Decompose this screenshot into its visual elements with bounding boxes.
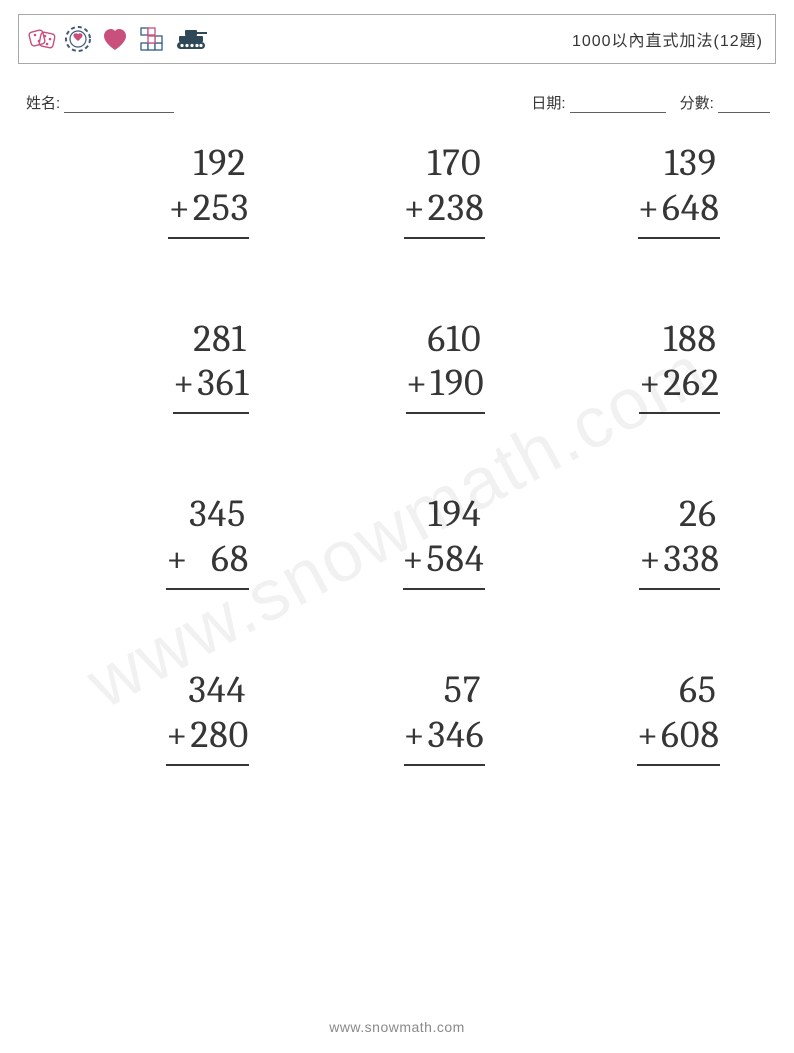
header-icons xyxy=(23,24,209,54)
sum-bar xyxy=(173,412,249,414)
name-underline xyxy=(64,97,174,113)
score-underline xyxy=(718,97,770,113)
operator: + xyxy=(402,537,424,582)
addend-bottom: 253 xyxy=(193,186,250,231)
addend-bottom: 361 xyxy=(197,361,249,406)
addend-bottom-line: +262 xyxy=(639,361,720,406)
footer-url: www.snowmath.com xyxy=(0,1019,794,1035)
addend-bottom: 346 xyxy=(428,713,485,758)
operator: + xyxy=(404,713,426,758)
addend-top: 188 xyxy=(663,317,720,362)
addend-bottom-line: +253 xyxy=(169,186,250,231)
sum-bar xyxy=(166,764,249,766)
addend-bottom-line: +648 xyxy=(638,186,720,231)
meta-row: 姓名: 日期: 分數: xyxy=(18,92,776,113)
problem: 610+190 xyxy=(297,317,484,415)
problem: 188+262 xyxy=(533,317,720,415)
sum-bar xyxy=(403,588,485,590)
name-label: 姓名: xyxy=(26,95,60,112)
addend-bottom: 608 xyxy=(661,713,720,758)
dice-icon xyxy=(27,24,57,54)
operator: + xyxy=(406,361,428,406)
operator: + xyxy=(639,537,661,582)
sum-bar xyxy=(404,764,485,766)
addend-bottom-line: +280 xyxy=(166,713,249,758)
addend-bottom: 648 xyxy=(662,186,720,231)
addend-bottom: 68 xyxy=(190,537,249,582)
addend-top: 65 xyxy=(658,668,720,713)
operator: + xyxy=(639,361,661,406)
addend-top: 194 xyxy=(428,492,485,537)
addend-bottom-line: + 68 xyxy=(166,537,249,582)
problem: 192+253 xyxy=(62,141,249,239)
addend-top: 57 xyxy=(423,668,485,713)
addend-bottom-line: +361 xyxy=(173,361,249,406)
sum-bar xyxy=(404,237,485,239)
addend-top: 345 xyxy=(189,492,249,537)
addend-bottom: 190 xyxy=(430,361,485,406)
problem: 194+584 xyxy=(297,492,484,590)
addend-bottom-line: +338 xyxy=(639,537,720,582)
sum-bar xyxy=(637,764,720,766)
operator: + xyxy=(173,361,195,406)
addend-top: 26 xyxy=(659,492,720,537)
problem: 345+ 68 xyxy=(62,492,249,590)
score-field: 分數: xyxy=(680,92,770,113)
addend-bottom-line: +190 xyxy=(406,361,485,406)
operator: + xyxy=(169,186,191,231)
date-field: 日期: xyxy=(531,92,665,113)
date-label: 日期: xyxy=(531,95,565,112)
score-label: 分數: xyxy=(680,95,714,112)
tank-icon xyxy=(173,24,209,54)
sum-bar xyxy=(406,412,485,414)
name-field: 姓名: xyxy=(18,92,174,113)
addend-bottom-line: +238 xyxy=(404,186,485,231)
operator: + xyxy=(166,537,188,582)
sum-bar xyxy=(638,237,720,239)
addend-top: 170 xyxy=(427,141,484,186)
addend-bottom-line: +346 xyxy=(404,713,485,758)
problem: 65+608 xyxy=(533,668,720,766)
chip-icon xyxy=(63,24,93,54)
problem: 57+346 xyxy=(297,668,484,766)
problem: 139+648 xyxy=(533,141,720,239)
operator: + xyxy=(166,713,188,758)
problems-grid: 192+253170+238139+648281+361610+190188+2… xyxy=(18,141,776,766)
addend-top: 344 xyxy=(188,668,249,713)
header-box: 1000以內直式加法(12題) xyxy=(18,14,776,64)
operator: + xyxy=(638,186,660,231)
addend-bottom: 338 xyxy=(664,537,720,582)
problem: 26+338 xyxy=(533,492,720,590)
problem: 344+280 xyxy=(62,668,249,766)
addend-bottom: 584 xyxy=(426,537,484,582)
problem: 170+238 xyxy=(297,141,484,239)
sum-bar xyxy=(166,588,249,590)
addend-top: 610 xyxy=(427,317,484,362)
problem: 281+361 xyxy=(62,317,249,415)
operator: + xyxy=(404,186,426,231)
addend-top: 281 xyxy=(193,317,249,362)
date-underline xyxy=(570,97,666,113)
operator: + xyxy=(637,713,659,758)
sum-bar xyxy=(639,412,720,414)
addend-bottom: 280 xyxy=(190,713,249,758)
sum-bar xyxy=(639,588,720,590)
sum-bar xyxy=(168,237,249,239)
addend-bottom: 238 xyxy=(428,186,485,231)
addend-bottom: 262 xyxy=(663,361,720,406)
addend-bottom-line: +584 xyxy=(402,537,484,582)
addend-top: 139 xyxy=(665,141,720,186)
addend-top: 192 xyxy=(193,141,249,186)
heart-icon xyxy=(99,24,131,54)
worksheet-title: 1000以內直式加法(12題) xyxy=(572,27,763,51)
addend-bottom-line: +608 xyxy=(637,713,720,758)
blocks-icon xyxy=(137,24,167,54)
